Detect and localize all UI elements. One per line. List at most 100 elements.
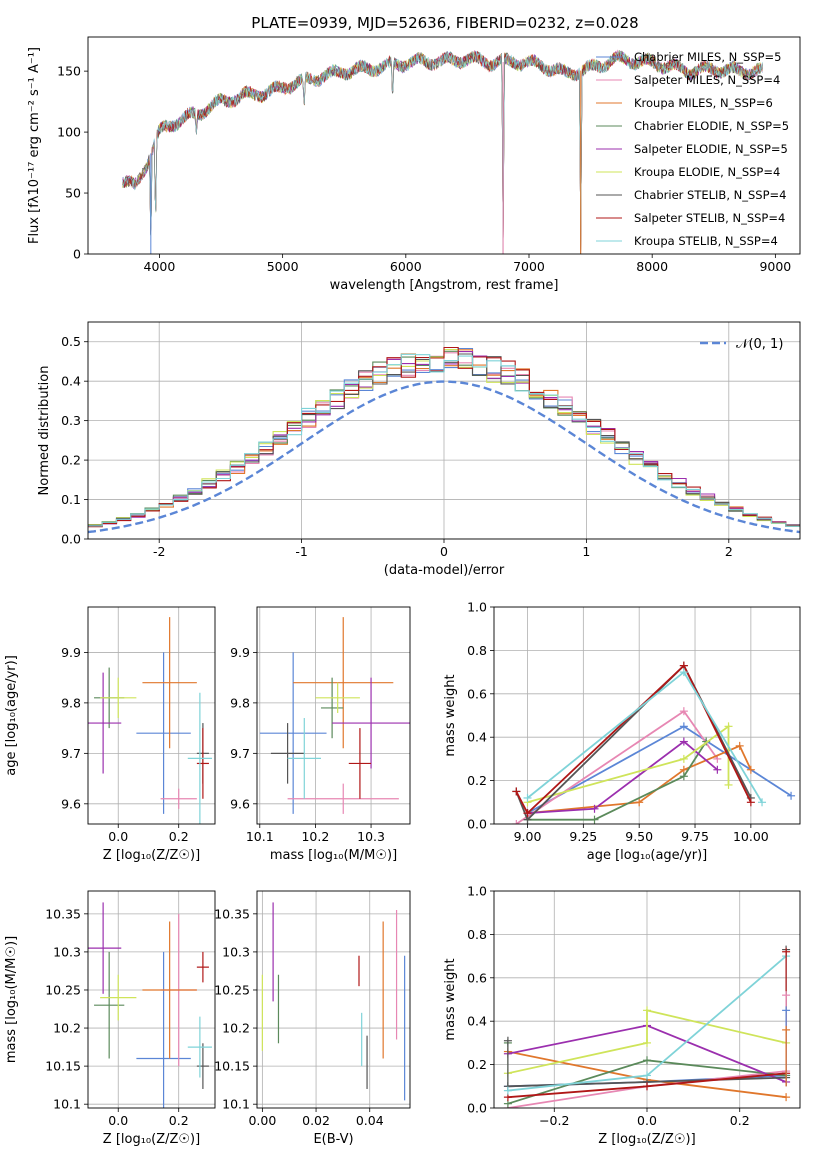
weight_vs_age-ytick-label: 0.8 (467, 643, 487, 658)
residuals-histogram-7 (88, 346, 800, 528)
spectrum-xtick-label: 4000 (144, 259, 176, 274)
mass_vs_ebv-ytick-label: 10.2 (222, 1021, 250, 1036)
spectrum-series-7 (122, 51, 763, 254)
weight_vs_age-series-4 (527, 740, 718, 814)
mass_vs_ebv-ytick-label: 10.1 (222, 1097, 250, 1112)
age_vs_z-ytick-label: 9.6 (61, 796, 81, 811)
residuals-xtick-label: -2 (153, 544, 165, 559)
weight_vs_age-xtick-label: 9.75 (681, 829, 709, 844)
spectrum-legend-entry: Kroupa STELIB, N_SSP=4 (634, 234, 778, 248)
age_vs_mass-ytick-label: 9.7 (230, 746, 250, 761)
age_vs_z-xtick-label: 0.0 (108, 829, 128, 844)
mass_vs_ebv-ytick-label: 10.15 (214, 1059, 250, 1074)
weight_vs_age-xtick-label: 9.00 (514, 829, 542, 844)
age_vs_mass-frame (256, 606, 411, 825)
weight_vs_z-plot-area (494, 891, 800, 1108)
spectrum-legend-entry: Chabrier STELIB, N_SSP=4 (634, 188, 786, 202)
weight_vs_z-xtick-label: −0.2 (539, 1113, 569, 1128)
spectrum-axes: 4000 5000 6000 7000 8000 9000 0 50 100 150 wavelen… (27, 36, 801, 293)
spectrum-plot-area (122, 49, 763, 254)
spectrum-ytick-label: 0 (73, 247, 81, 262)
spectrum-legend-entry: Kroupa MILES, N_SSP=6 (634, 96, 773, 110)
spectrum-ytick-label: 50 (65, 186, 81, 201)
residuals-xlabel: (data-model)/error (384, 563, 505, 578)
mass_vs_z-ytick-label: 10.15 (45, 1059, 81, 1074)
weight_vs_age-ytick-label: 0.0 (467, 817, 487, 832)
weight_vs_z-ytick-label: 0.0 (467, 1101, 487, 1116)
mass_vs_ebv-axes: 0.00 0.02 0.04 10.1 10.15 10.2 10.25 10.3 10.35 E… (214, 890, 411, 1147)
residuals-xtick-label: 0 (440, 544, 448, 559)
mass_vs_z-ytick-label: 10.35 (45, 906, 81, 921)
age_vs_z-ytick-label: 9.9 (61, 645, 81, 660)
spectrum-legend-entry: Salpeter STELIB, N_SSP=4 (634, 211, 785, 225)
age_vs_mass-xlabel: mass [log₁₀(M/M☉)] (270, 848, 397, 863)
spectrum-legend-entry: Salpeter MILES, N_SSP=4 (634, 73, 780, 87)
mass_vs_ebv-ytick-label: 10.3 (222, 944, 250, 959)
age_vs_z-xtick-label: 0.2 (169, 829, 189, 844)
residuals-legend-entry: 𝒩(0, 1) (736, 337, 783, 352)
residuals-axes: -2 -1 0 1 2 0.0 0.1 0.2 0.3 0.4 0.5 (data-model)/er… (37, 321, 801, 578)
age_vs_z-xlabel: Z [log₁₀(Z/Z☉)] (103, 848, 200, 863)
weight_vs_age-xtick-label: 10.00 (733, 829, 769, 844)
residuals-ytick-label: 0.5 (61, 334, 81, 349)
mass_vs_z-frame (87, 890, 216, 1109)
residuals-ytick-label: 0.2 (61, 453, 81, 468)
age_vs_z-plot-area (88, 607, 215, 824)
weight_vs_z-ylabel: mass weight (443, 958, 458, 1040)
mass_vs_ebv-frame (256, 890, 411, 1109)
spectrum-xtick-label: 5000 (267, 259, 299, 274)
mass_vs_z-ytick-label: 10.2 (53, 1021, 81, 1036)
age_vs_mass-xtick-label: 10.3 (357, 829, 385, 844)
spectrum-xtick-label: 7000 (513, 259, 545, 274)
age_vs_z-ytick-label: 9.8 (61, 695, 81, 710)
residuals-xtick-label: 2 (725, 544, 733, 559)
mass_vs_z-ytick-label: 10.25 (45, 982, 81, 997)
weight_vs_age-ytick-label: 0.2 (467, 773, 487, 788)
mass_vs_z-axes: 0.0 0.2 10.1 10.15 10.2 10.25 10.3 10.35 Z [log₁… (4, 890, 216, 1147)
spectrum-ytick-label: 150 (57, 64, 81, 79)
mass_vs_z-ytick-label: 10.1 (53, 1097, 81, 1112)
weight_vs_z-xlabel: Z [log₁₀(Z/Z☉)] (598, 1132, 695, 1147)
weight_vs_age-ylabel: mass weight (443, 674, 458, 756)
mass_vs_ebv-plot-area (257, 891, 410, 1108)
weight_vs_z-ytick-label: 0.4 (467, 1014, 487, 1029)
spectrum-xlabel: wavelength [Angstrom, rest frame] (330, 278, 559, 293)
mass_vs_z-xtick-label: 0.0 (108, 1113, 128, 1128)
residuals-ytick-label: 0.3 (61, 413, 81, 428)
weight_vs_age-ytick-label: 1.0 (467, 600, 487, 615)
weight_vs_z-series-5 (507, 1009, 787, 1075)
residuals-plot-area (88, 322, 800, 539)
age_vs_mass-ytick-label: 9.8 (230, 695, 250, 710)
weight_vs_age-plot-area (494, 607, 800, 824)
spectrum-xtick-label: 9000 (759, 259, 791, 274)
weight_vs_z-ytick-label: 1.0 (467, 884, 487, 899)
spectrum-legend-entry: Chabrier MILES, N_SSP=5 (634, 50, 781, 64)
weight_vs_age-xtick-label: 9.25 (569, 829, 597, 844)
weight_vs_age-ytick-label: 0.6 (467, 686, 487, 701)
spectrum-xtick-label: 6000 (390, 259, 422, 274)
residuals-normal-curve (88, 380, 800, 534)
residuals-frame (87, 321, 801, 540)
spectrum-ytick-label: 100 (57, 125, 81, 140)
weight_vs_age-series-7 (515, 664, 752, 815)
spectrum-legend-entry: Kroupa ELODIE, N_SSP=4 (634, 165, 780, 179)
weight_vs_z-axes: −0.2 0.0 0.2 0.0 0.2 0.4 0.6 0.8 1.0 Z [log₁₀(Z/Z… (443, 884, 801, 1147)
spectrum-frame (87, 36, 801, 255)
spectrum-legend-entry: Chabrier ELODIE, N_SSP=5 (634, 119, 789, 133)
age_vs_mass-xtick-label: 10.2 (301, 829, 329, 844)
spectrum-xtick-label: 8000 (636, 259, 668, 274)
age_vs_mass-plot-area (257, 607, 410, 824)
age_vs_z-ylabel: age [log₁₀(age/yr)] (4, 655, 19, 776)
mass_vs_ebv-ytick-label: 10.25 (214, 982, 250, 997)
mass_vs_z-xlabel: Z [log₁₀(Z/Z☉)] (103, 1132, 200, 1147)
mass_vs_z-ylabel: mass [log₁₀(M/M☉)] (4, 936, 19, 1063)
weight_vs_z-ytick-label: 0.8 (467, 927, 487, 942)
age_vs_mass-xtick-label: 10.1 (246, 829, 274, 844)
residuals-xtick-label: 1 (582, 544, 590, 559)
mass_vs_ebv-ytick-label: 10.35 (214, 906, 250, 921)
spectrum-series-8 (122, 51, 763, 254)
residuals-histogram-8 (88, 353, 800, 527)
weight_vs_z-xtick-label: 0.2 (730, 1113, 750, 1128)
age_vs_mass-ytick-label: 9.9 (230, 645, 250, 660)
